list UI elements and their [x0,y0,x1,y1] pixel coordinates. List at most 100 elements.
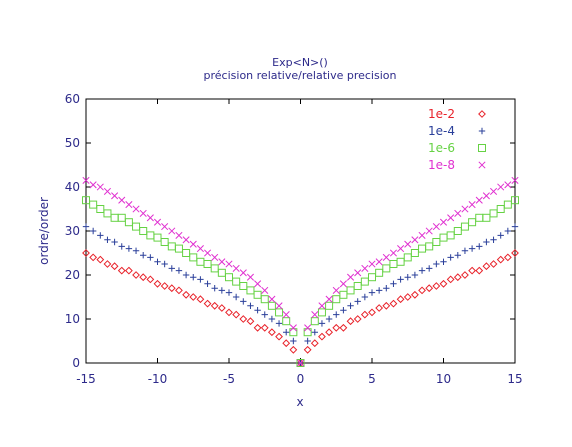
data-point [82,196,90,205]
data-point [132,271,140,279]
data-point [418,231,426,239]
data-point [111,192,119,200]
y-tick-label: 40 [65,180,80,194]
x-tick-label: -5 [223,372,235,386]
data-point [211,285,218,292]
data-point [97,232,104,239]
data-point [182,236,190,244]
data-point [318,332,326,341]
data-point [439,233,448,242]
data-point [103,187,112,195]
data-point [218,258,226,266]
data-point [461,247,469,254]
data-point [283,329,290,336]
data-point [260,323,269,332]
data-point [503,253,512,262]
data-point [268,315,276,323]
data-point [210,301,219,310]
data-point [468,218,477,227]
x-tick-label: 5 [368,372,376,386]
x-tick-label: -15 [76,372,96,386]
data-point [375,258,383,266]
data-point [261,286,269,294]
data-point [346,286,355,295]
data-point [453,227,462,235]
data-point [303,328,312,337]
data-point [310,317,319,326]
data-point [289,345,298,354]
data-point [96,183,104,191]
legend-marker [478,110,486,118]
data-point [232,293,240,301]
data-point [203,299,212,308]
data-point [304,324,312,332]
data-point [390,280,397,287]
data-point [447,254,454,261]
y-tick-label: 30 [65,224,80,238]
data-point [468,201,476,209]
data-point [503,200,512,209]
data-point [139,209,147,217]
legend-label: 1e-2 [428,107,455,121]
data-point [317,308,326,317]
data-point [239,269,247,277]
data-point [82,176,90,184]
data-point [489,187,498,195]
data-point [425,227,433,235]
data-point [382,264,391,273]
y-tick-label: 10 [65,312,80,326]
data-point [153,233,162,242]
data-point [267,328,276,337]
data-point [139,227,148,235]
data-point [410,249,419,257]
data-point [168,265,175,272]
data-point [182,290,191,299]
data-point [167,242,176,251]
data-point [96,255,105,264]
data-point [282,311,290,319]
data-point [389,260,398,268]
data-point [217,304,226,312]
tick-labels: -15 -10 -5 0 5 10 15 0 10 20 30 40 50 60 [65,92,523,386]
data-point [439,218,448,226]
data-point [447,214,455,222]
data-point [225,289,233,296]
data-point [160,238,169,246]
data-point [239,315,248,323]
data-point [204,280,211,287]
data-point [340,307,347,314]
data-point [311,329,318,336]
data-point [296,359,305,367]
data-point [175,286,183,295]
data-point [268,295,276,303]
data-point [160,282,169,290]
data-point [218,287,226,294]
data-point [232,310,241,319]
data-point [347,302,354,309]
data-point [426,265,433,272]
data-point [432,238,441,246]
data-point [325,328,334,337]
data-point [482,262,491,271]
data-point [189,293,198,301]
y-axis-label: ordre/order [37,197,51,265]
data-point [125,201,133,209]
legend-marker [478,144,486,152]
data-point [167,284,176,293]
data-point [246,273,255,281]
data-point [332,286,340,294]
data-point [396,295,405,304]
data-point [439,279,448,288]
data-point [460,222,469,231]
data-point [504,181,512,189]
data-point [239,282,248,290]
data-point [104,236,111,243]
data-point [117,213,126,222]
data-point [432,282,441,290]
data-point [418,267,426,274]
data-point [289,328,298,337]
data-point [146,275,155,284]
chart-subtitle: précision relative/relative precision [204,69,397,82]
data-point [254,307,261,314]
data-point [132,205,140,213]
